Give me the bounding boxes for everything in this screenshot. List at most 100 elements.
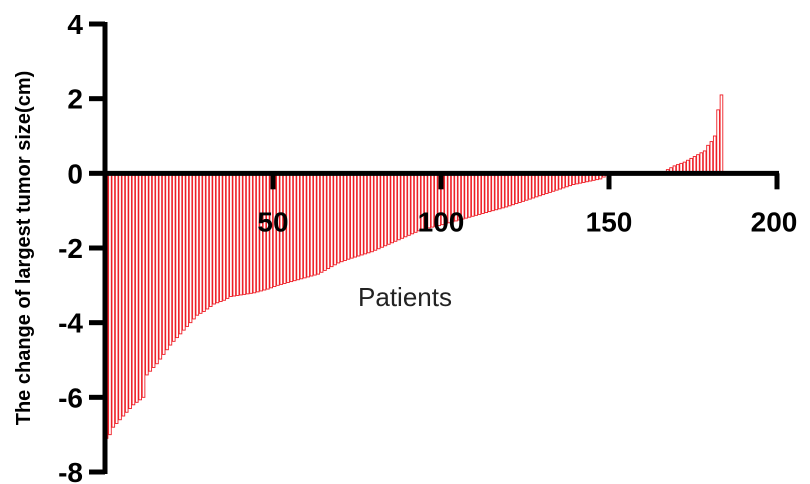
bar-patient-90 (403, 172, 408, 238)
bar-patient-38 (229, 172, 233, 297)
y-tick-label: -4 (58, 308, 83, 339)
bar-patient-109 (467, 172, 472, 218)
bar-patient-10 (135, 172, 139, 403)
bars-group (104, 94, 724, 439)
bar-patient-70 (336, 172, 341, 264)
x-tick-label: 150 (586, 206, 633, 237)
bar-patient-24 (182, 172, 186, 331)
bar-patient-184 (719, 94, 724, 174)
x-axis-title: Patients (358, 282, 452, 312)
bar-patient-30 (202, 172, 206, 312)
bar-patient-132 (544, 172, 549, 194)
bar-patient-182 (712, 135, 717, 174)
bar-patient-2 (108, 172, 112, 436)
bar-patient-9 (131, 172, 136, 406)
bar-patient-74 (350, 172, 354, 259)
y-tick-label: 2 (67, 84, 83, 115)
bar-patient-20 (168, 172, 173, 346)
bar-patient-77 (360, 172, 364, 256)
bar-patient-87 (393, 172, 398, 242)
bar-patient-6 (121, 172, 126, 417)
bar-patient-127 (528, 172, 532, 200)
bar-patient-21 (171, 172, 176, 342)
y-tick-label: -2 (58, 233, 83, 264)
bar-patient-43 (245, 172, 250, 295)
bar-patient-89 (400, 172, 405, 239)
bar-patient-22 (175, 172, 179, 339)
bar-patient-3 (111, 172, 116, 428)
bar-patient-179 (702, 150, 707, 174)
bar-patient-110 (471, 172, 475, 217)
bar-patient-67 (326, 172, 331, 269)
bar-patient-76 (356, 172, 361, 257)
bar-patient-15 (151, 172, 156, 368)
bar-patient-181 (709, 141, 714, 174)
bar-patient-19 (165, 172, 169, 351)
bar-patient-126 (524, 172, 529, 201)
bar-patient-68 (329, 172, 334, 268)
bar-patient-124 (518, 172, 522, 203)
bar-patient-81 (373, 172, 378, 251)
bar-patient-117 (494, 172, 499, 211)
bar-patient-72 (343, 172, 347, 261)
bar-patient-88 (397, 172, 401, 241)
bar-patient-113 (481, 172, 485, 214)
bar-patient-92 (410, 172, 415, 235)
y-tick-label: -6 (58, 382, 83, 413)
bar-patient-41 (239, 172, 243, 296)
bar-patient-123 (514, 172, 519, 205)
y-axis-title: The change of largest tumor size(cm) (13, 71, 35, 426)
bar-patient-135 (555, 172, 559, 191)
bar-patient-18 (161, 172, 166, 355)
bar-patient-131 (541, 172, 546, 196)
bar-patient-40 (235, 172, 240, 296)
bar-patient-31 (205, 172, 210, 310)
bar-patient-116 (491, 172, 495, 212)
bar-patient-66 (323, 172, 327, 271)
bar-patient-111 (474, 172, 478, 216)
bar-patient-4 (114, 172, 119, 424)
bar-patient-128 (531, 172, 536, 199)
bar-patient-61 (306, 172, 310, 278)
bar-patient-75 (353, 172, 358, 258)
bar-patient-120 (504, 172, 509, 208)
bar-patient-177 (696, 154, 700, 174)
bar-patient-39 (232, 172, 237, 297)
bar-patient-115 (487, 172, 492, 213)
bar-patient-44 (249, 172, 253, 294)
bar-patient-25 (185, 172, 189, 327)
bar-patient-37 (225, 172, 230, 299)
bar-patient-42 (242, 172, 247, 295)
bar-patient-119 (501, 172, 505, 209)
bar-patient-84 (383, 172, 388, 247)
bar-patient-80 (370, 172, 374, 253)
bar-patient-180 (706, 144, 710, 174)
bar-patient-118 (497, 172, 502, 210)
x-ticks-group: 50 100 150 200 (257, 173, 797, 237)
bar-patient-65 (319, 172, 324, 273)
y-ticks-group: 4 2 0 -2 -4 -6 -8 (58, 9, 105, 484)
bar-patient-36 (222, 172, 226, 301)
bar-patient-108 (464, 172, 468, 219)
bar-patient-59 (299, 172, 304, 280)
bar-patient-58 (296, 172, 300, 281)
bar-patient-93 (413, 172, 418, 233)
bar-patient-91 (407, 172, 411, 236)
bar-patient-26 (188, 172, 193, 324)
bar-patient-183 (716, 109, 720, 174)
bar-patient-11 (138, 172, 142, 401)
bar-patient-29 (198, 172, 203, 314)
bar-patient-82 (376, 172, 381, 250)
bar-patient-112 (477, 172, 482, 215)
bar-patient-17 (158, 172, 163, 360)
bar-patient-69 (333, 172, 337, 266)
y-tick-label: -8 (58, 457, 83, 484)
bar-patient-12 (141, 172, 146, 398)
bar-patient-134 (551, 172, 556, 192)
bar-patient-28 (195, 172, 200, 316)
bar-patient-73 (346, 172, 351, 260)
bar-patient-8 (128, 172, 132, 409)
bar-patient-56 (289, 172, 294, 283)
bar-patient-63 (313, 172, 317, 276)
